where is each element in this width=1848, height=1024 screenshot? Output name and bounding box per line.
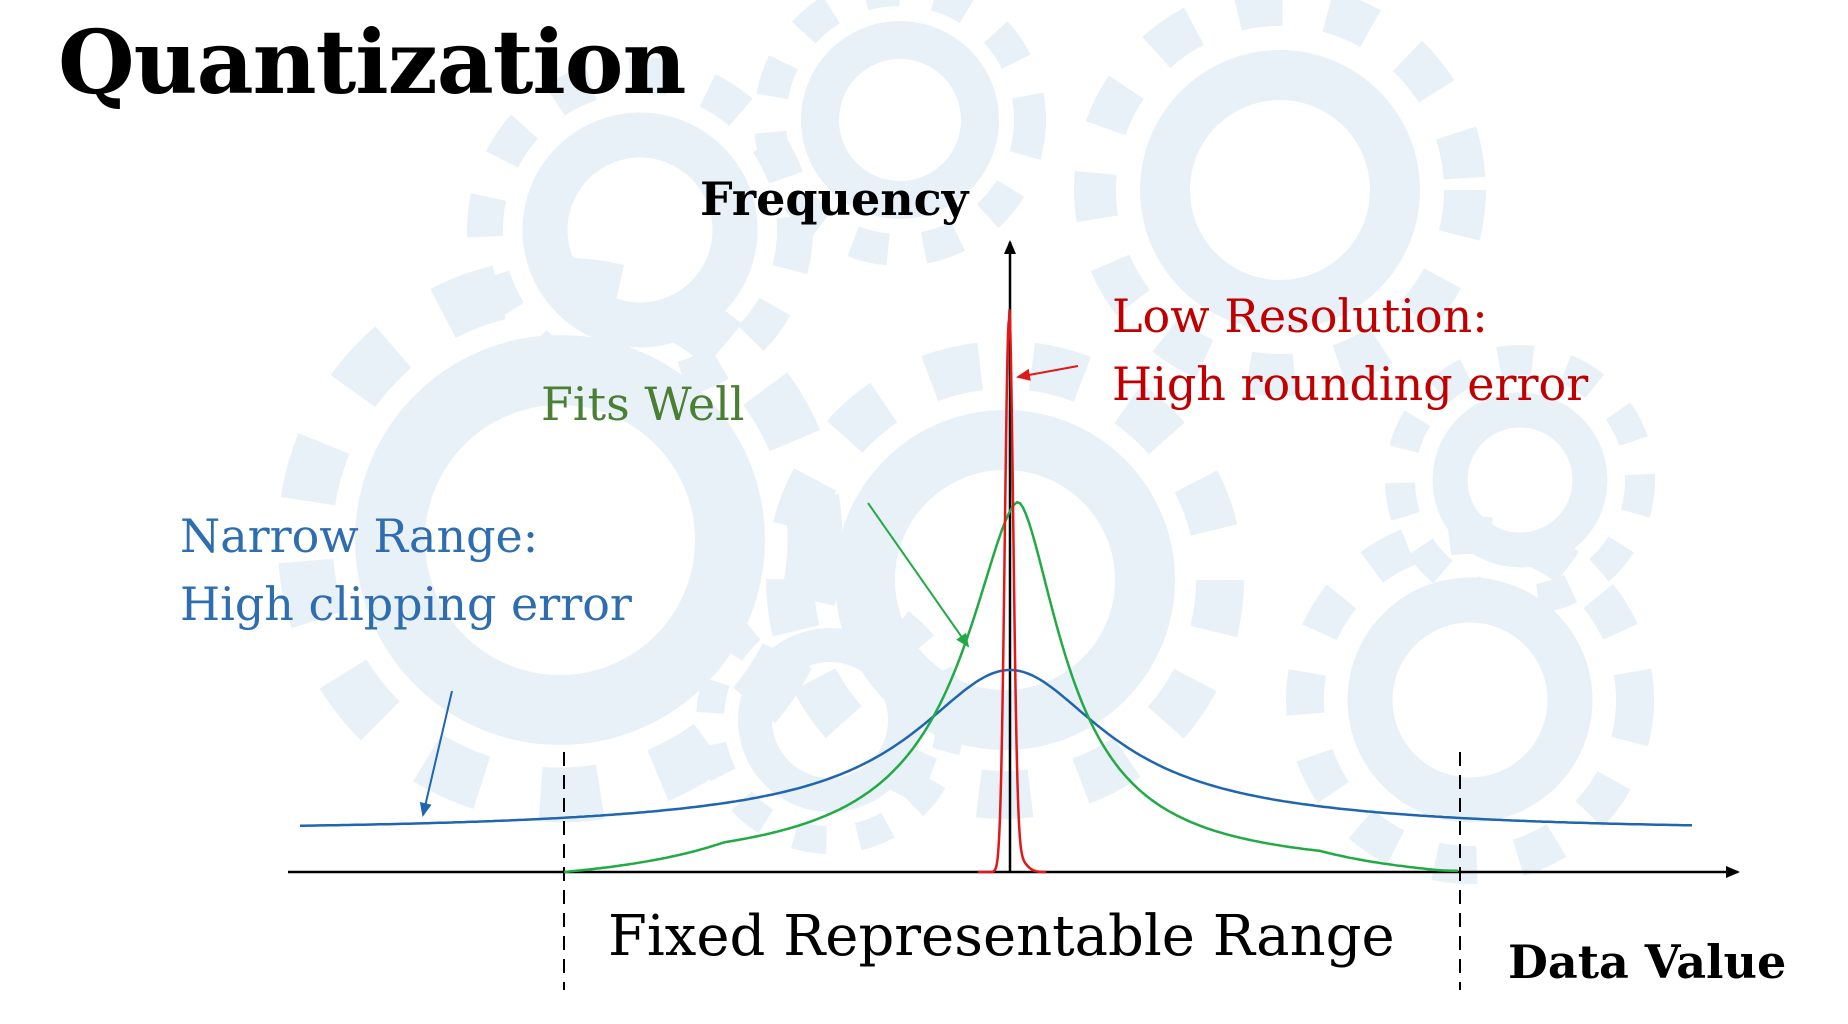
x-axis-label: Data Value <box>1508 935 1786 989</box>
gear-icon <box>467 57 813 403</box>
fits-well-label: Fits Well <box>541 377 745 431</box>
low-resolution-title: Low Resolution: <box>1112 289 1488 343</box>
gear-icon <box>1286 516 1654 884</box>
page-title: Quantization <box>58 10 686 114</box>
blue-pointer-arrow <box>419 690 453 817</box>
narrow-range-subtitle: High clipping error <box>180 577 632 631</box>
gear-icon <box>696 586 964 854</box>
low-resolution-subtitle: High rounding error <box>1112 357 1588 411</box>
range-label: Fixed Representable Range <box>608 904 1395 969</box>
blue-curve-wide-distribution <box>300 668 1693 827</box>
y-axis-label: Frequency <box>700 172 970 226</box>
green-pointer-arrow <box>867 502 970 648</box>
gear-icon <box>1074 0 1486 396</box>
gear-icon <box>1385 345 1655 615</box>
gear-icon <box>754 0 1046 266</box>
red-pointer-arrow <box>1016 365 1079 381</box>
red-curve-narrow-peak <box>978 309 1046 874</box>
gear-background <box>277 0 1655 884</box>
green-curve-fits-well <box>563 500 1459 874</box>
narrow-range-title: Narrow Range: <box>180 509 538 563</box>
